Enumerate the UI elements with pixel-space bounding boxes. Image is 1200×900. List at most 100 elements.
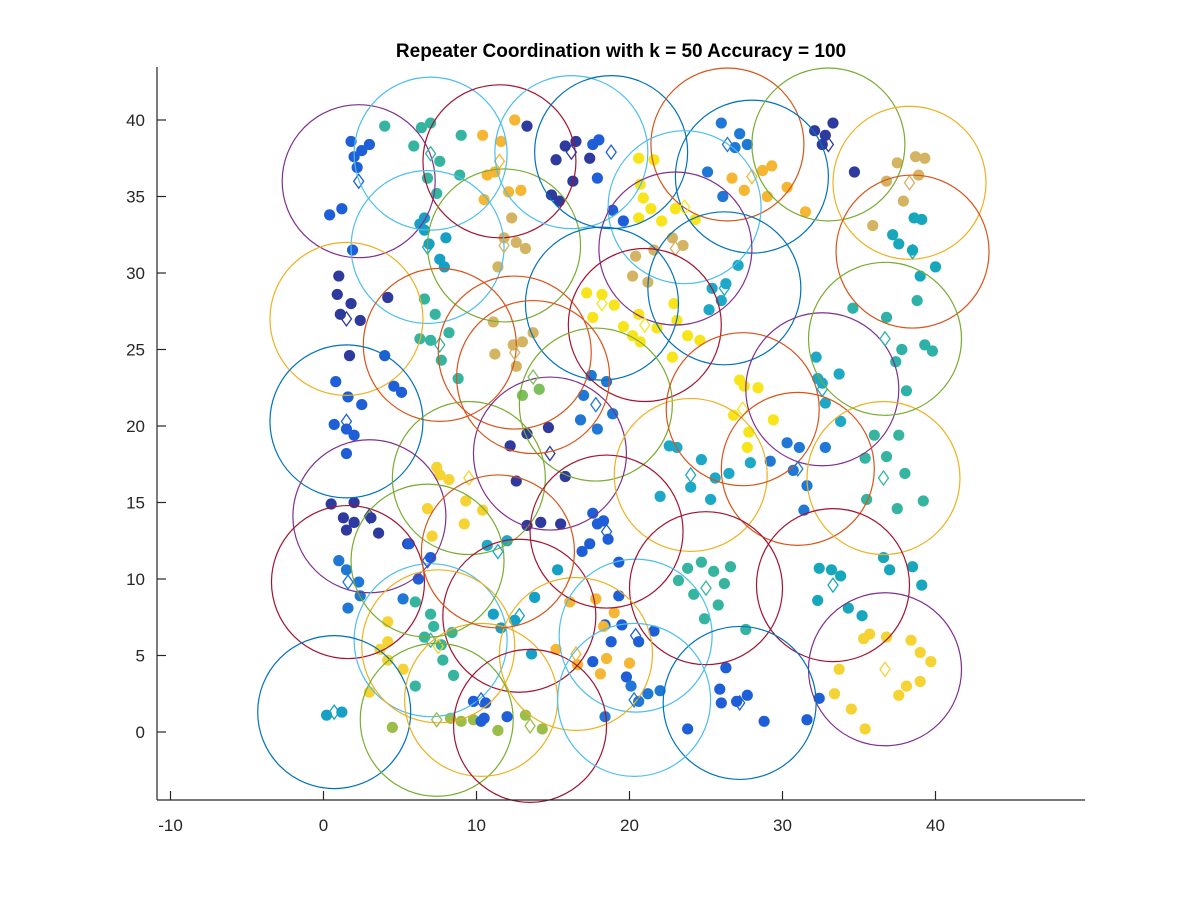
data-point	[842, 602, 854, 614]
data-point	[833, 368, 845, 380]
data-point	[723, 467, 735, 480]
data-point	[651, 322, 663, 334]
data-point	[623, 657, 636, 669]
coverage-circle	[524, 226, 680, 381]
data-point	[428, 620, 440, 633]
data-point	[379, 120, 391, 132]
data-point	[487, 608, 499, 620]
cluster-45	[519, 709, 548, 735]
data-point	[388, 380, 400, 392]
axes	[156, 67, 1085, 801]
coverage-circle	[745, 312, 900, 467]
data-point	[905, 634, 917, 646]
cluster-38	[828, 628, 937, 735]
data-point	[613, 590, 625, 602]
data-point	[893, 238, 905, 250]
data-point	[431, 187, 443, 200]
data-point	[501, 535, 513, 547]
data-point	[447, 669, 460, 681]
data-point	[828, 688, 841, 700]
data-point	[682, 723, 694, 735]
repeater-marker	[424, 632, 437, 649]
data-point	[330, 376, 342, 388]
repeater-marker	[475, 691, 487, 708]
coverage-circle	[567, 247, 722, 403]
data-point	[591, 423, 603, 435]
data-point	[685, 481, 697, 493]
repeater-marker	[879, 661, 891, 678]
cluster-2	[379, 117, 467, 200]
data-point	[906, 561, 919, 573]
data-point	[880, 631, 893, 643]
repeater-marker	[508, 344, 521, 361]
data-point	[764, 455, 776, 467]
repeater-marker	[498, 237, 510, 254]
data-point	[455, 129, 467, 141]
data-point	[608, 299, 620, 311]
data-point	[919, 339, 931, 351]
coverage-circle	[350, 169, 505, 325]
data-point	[887, 229, 899, 241]
y-tick-label: 20	[126, 417, 145, 436]
data-point	[617, 320, 629, 333]
data-point	[409, 680, 421, 692]
data-point	[600, 652, 613, 665]
data-point	[510, 236, 522, 248]
data-point	[342, 391, 354, 403]
repeater-marker	[340, 310, 353, 328]
data-point	[767, 414, 779, 426]
data-point	[340, 564, 353, 576]
data-point	[654, 490, 666, 502]
coverage-circle	[281, 104, 436, 259]
data-point	[738, 380, 750, 392]
data-point	[668, 298, 680, 310]
x-tick-label: 10	[467, 816, 486, 835]
data-point	[551, 564, 564, 576]
data-point	[324, 209, 336, 221]
cluster-9	[726, 160, 812, 218]
coverage-circle	[391, 400, 546, 556]
repeater-marker	[524, 717, 536, 734]
repeater-marker	[363, 508, 376, 525]
data-point	[741, 689, 753, 701]
coverage-circle	[456, 299, 611, 455]
data-point	[809, 125, 821, 137]
repeater-marker	[492, 543, 504, 560]
data-point	[587, 656, 599, 668]
repeater-marker	[570, 645, 582, 663]
data-point	[372, 527, 385, 539]
cluster-36	[672, 556, 752, 636]
data-point	[363, 138, 375, 151]
y-tick-label: 0	[136, 723, 145, 742]
data-point	[354, 314, 366, 327]
repeater-marker	[430, 711, 443, 728]
coverage-circle	[518, 327, 673, 482]
cluster-13	[633, 152, 701, 227]
data-point	[415, 122, 428, 134]
cluster-8	[701, 117, 753, 203]
cluster-25	[654, 440, 756, 506]
repeater-marker	[827, 577, 839, 594]
data-point	[509, 614, 521, 626]
data-point	[833, 663, 845, 675]
y-tick-label: 5	[136, 647, 145, 666]
coverage-circle	[807, 592, 963, 747]
data-point	[348, 429, 360, 441]
data-point	[351, 161, 363, 174]
data-point	[741, 441, 753, 454]
data-point	[616, 619, 628, 631]
data-point	[731, 695, 743, 708]
repeater-marker	[879, 330, 891, 347]
data-point	[425, 608, 437, 620]
repeater-marker	[733, 694, 746, 712]
data-point	[835, 570, 847, 582]
data-point	[414, 333, 426, 345]
data-point	[333, 555, 345, 567]
data-point	[435, 639, 447, 651]
data-point	[900, 680, 913, 692]
data-point	[336, 203, 348, 215]
data-point	[810, 351, 822, 363]
data-point	[752, 382, 764, 394]
data-point	[492, 724, 504, 737]
repeater-marker	[629, 627, 642, 644]
